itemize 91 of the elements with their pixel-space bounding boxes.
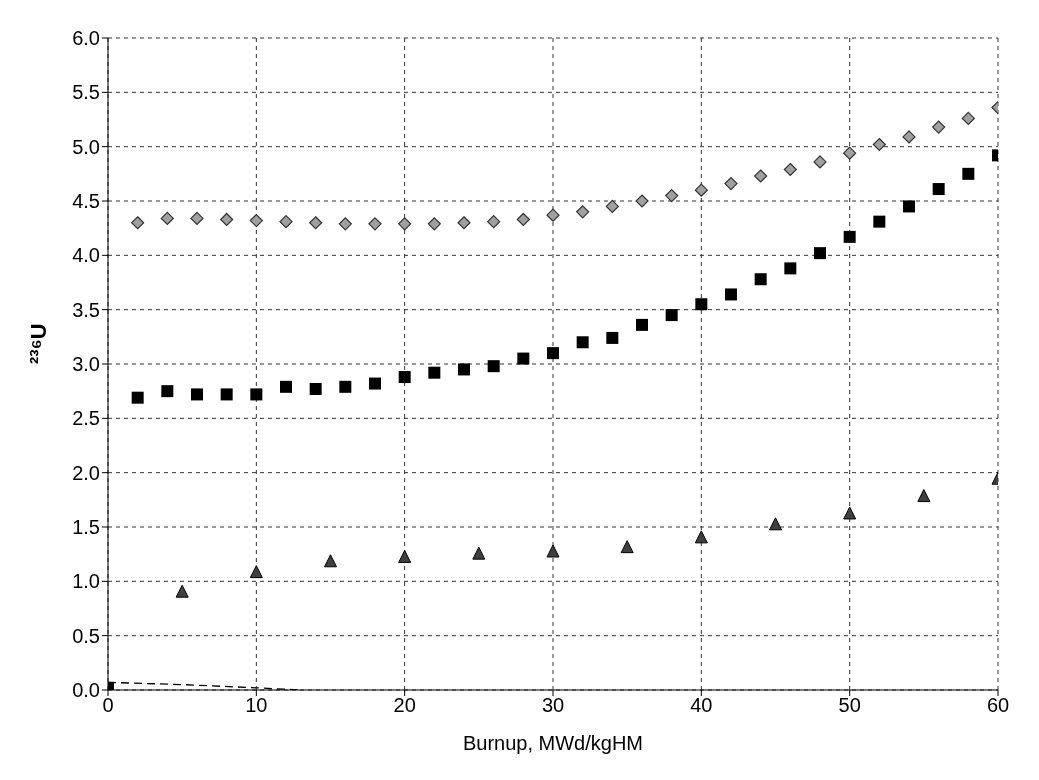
y-tick-label: 5.0 <box>72 135 100 158</box>
point <box>872 137 886 152</box>
point <box>368 217 382 231</box>
y-tick-label: 2.5 <box>72 407 100 430</box>
point <box>517 352 530 365</box>
point <box>546 544 560 558</box>
point <box>754 169 768 183</box>
y-tick-label: 2.0 <box>72 461 100 484</box>
y-tick-label: 4.5 <box>72 190 100 213</box>
point <box>190 211 204 225</box>
point <box>457 216 471 230</box>
point <box>932 120 946 134</box>
point <box>516 212 530 227</box>
point <box>636 318 648 331</box>
point <box>843 230 856 243</box>
point <box>635 194 649 208</box>
point <box>873 215 886 228</box>
point <box>249 213 263 228</box>
point <box>487 360 500 373</box>
x-tick-label: 0 <box>102 694 114 717</box>
point <box>161 385 174 398</box>
point <box>813 155 827 169</box>
point <box>398 217 412 231</box>
point <box>665 309 678 322</box>
point <box>961 111 975 126</box>
y-tick-label: 1.0 <box>72 570 100 593</box>
x-tick-label: 10 <box>245 694 268 717</box>
point <box>546 208 560 222</box>
point <box>754 273 767 286</box>
point <box>903 200 915 213</box>
x-axis-title: Burnup, MWd/kgHM <box>462 732 644 754</box>
point <box>398 371 411 384</box>
point <box>665 188 679 203</box>
point <box>769 517 782 531</box>
x-tick-label: 60 <box>986 694 1010 717</box>
point <box>843 506 857 520</box>
point <box>472 546 486 560</box>
point <box>191 388 203 401</box>
y-tick-label: 3.5 <box>72 298 100 321</box>
point <box>309 216 323 230</box>
point <box>576 336 589 349</box>
point <box>917 489 931 503</box>
point <box>279 215 293 229</box>
point <box>605 199 619 214</box>
point <box>694 183 708 197</box>
y-tick-label: 0.5 <box>72 624 100 647</box>
point <box>620 540 634 554</box>
x-tick-label: 50 <box>838 694 861 717</box>
point <box>250 388 263 401</box>
point <box>428 366 441 379</box>
point <box>932 183 945 196</box>
x-tick-label: 40 <box>690 694 713 717</box>
point <box>131 391 144 404</box>
point <box>369 377 381 390</box>
y-axis-title: ²³⁶U <box>25 323 51 364</box>
y-tick-label: 0.0 <box>72 679 100 702</box>
point <box>280 380 292 393</box>
point <box>339 380 352 393</box>
point <box>843 146 857 160</box>
point <box>160 211 174 225</box>
point <box>249 565 263 579</box>
y-tick-label: 3.0 <box>72 353 100 376</box>
point <box>220 388 233 401</box>
y-tick-label: 6.0 <box>72 27 100 50</box>
y-tick-label: 5.5 <box>72 81 100 104</box>
point <box>547 347 559 360</box>
point <box>814 247 826 260</box>
point <box>131 216 145 230</box>
point <box>309 382 322 395</box>
point <box>695 298 708 311</box>
y-tick-label: 4.0 <box>72 244 100 267</box>
point <box>487 215 501 229</box>
point <box>220 212 234 227</box>
point <box>338 217 352 231</box>
point <box>324 554 337 568</box>
point <box>783 162 797 177</box>
x-tick-label: 30 <box>541 694 565 717</box>
x-tick-label: 20 <box>393 694 416 717</box>
point <box>962 167 975 180</box>
point <box>606 331 619 344</box>
point <box>175 584 189 598</box>
point <box>576 205 590 219</box>
point <box>398 549 412 563</box>
point <box>725 288 737 301</box>
point <box>694 530 708 544</box>
point <box>427 217 441 231</box>
point <box>724 177 738 191</box>
point <box>784 262 797 275</box>
point <box>458 363 470 376</box>
point <box>902 130 916 144</box>
y-tick-label: 1.5 <box>72 516 100 539</box>
